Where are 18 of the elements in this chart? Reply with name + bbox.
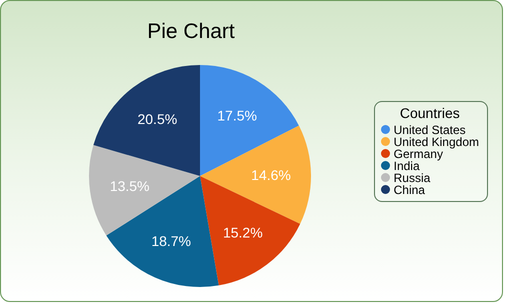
legend-label: United Kingdom [394, 134, 479, 148]
legend-label: India [394, 158, 420, 172]
pie-slice [89, 145, 200, 236]
pie-slice [200, 126, 311, 224]
data-label: 20.5% [137, 111, 178, 128]
data-label: 15.2% [222, 224, 263, 241]
data-label: 14.6% [251, 167, 291, 184]
legend-label: United States [394, 122, 466, 136]
legend-label: Germany [394, 146, 443, 160]
pie-slice [93, 65, 200, 176]
legend-title: Countries [398, 104, 461, 120]
pie-slice [106, 176, 219, 287]
data-label: 17.5% [217, 107, 257, 124]
legend-label: Russia [394, 170, 430, 184]
chart-title: Pie Chart [146, 20, 236, 44]
legend-label: China [394, 182, 425, 196]
data-label: 13.5% [110, 178, 150, 194]
data-label: 18.7% [151, 232, 192, 249]
